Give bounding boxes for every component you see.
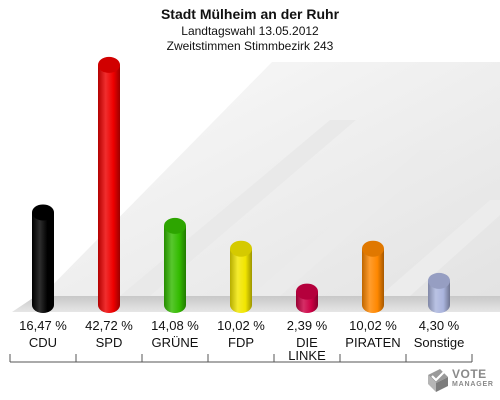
value-label: 16,47 % (19, 318, 67, 333)
bar-top (98, 56, 120, 73)
bar-body (98, 64, 120, 313)
category-label: CDU (28, 335, 58, 350)
chart-subtitle-district: Zweitstimmen Stimmbezirk 243 (166, 39, 334, 53)
bar-fdp (230, 240, 252, 313)
vote-manager-logo: VOTE MANAGER (426, 366, 494, 394)
chart-shade-2 (250, 150, 446, 296)
bar-body (230, 248, 252, 313)
bar-top (296, 283, 318, 300)
chart-shade-3 (380, 200, 500, 296)
bar-die-linke (296, 283, 318, 313)
category-label: Sonstige (413, 335, 465, 350)
ballot-check-icon (428, 369, 448, 392)
category-label: DIE LINKE (288, 335, 326, 363)
bar-grüne (164, 217, 186, 313)
bar-body (362, 248, 384, 313)
bar-top (164, 217, 186, 234)
category-label: GRÜNE (151, 335, 199, 350)
bar-spd (98, 56, 120, 313)
bar-piraten (362, 240, 384, 313)
value-label: 14,08 % (151, 318, 199, 333)
value-label: 10,02 % (217, 318, 265, 333)
category-label: PIRATEN (345, 335, 401, 350)
category-label: FDP (228, 335, 254, 350)
bar-top (230, 240, 252, 257)
bar-top (32, 204, 54, 221)
bar-body (428, 280, 450, 313)
chart-subtitle-date: Landtagswahl 13.05.2012 (181, 24, 319, 38)
logo-text-vote: VOTE (452, 367, 487, 381)
bar-body (32, 212, 54, 313)
chart-floor (12, 296, 500, 312)
value-label: 4,30 % (418, 318, 460, 333)
bar-sonstige (428, 272, 450, 313)
bar-top (362, 240, 384, 257)
bar-body (164, 225, 186, 313)
value-label: 10,02 % (349, 318, 397, 333)
chart-title: Stadt Mülheim an der Ruhr (160, 6, 340, 22)
bar-top (428, 272, 450, 289)
bar-cdu (32, 204, 54, 313)
logo-text-manager: MANAGER (452, 381, 494, 388)
value-label: 42,72 % (85, 318, 133, 333)
value-label: 2,39 % (286, 318, 328, 333)
category-label: SPD (95, 335, 123, 350)
